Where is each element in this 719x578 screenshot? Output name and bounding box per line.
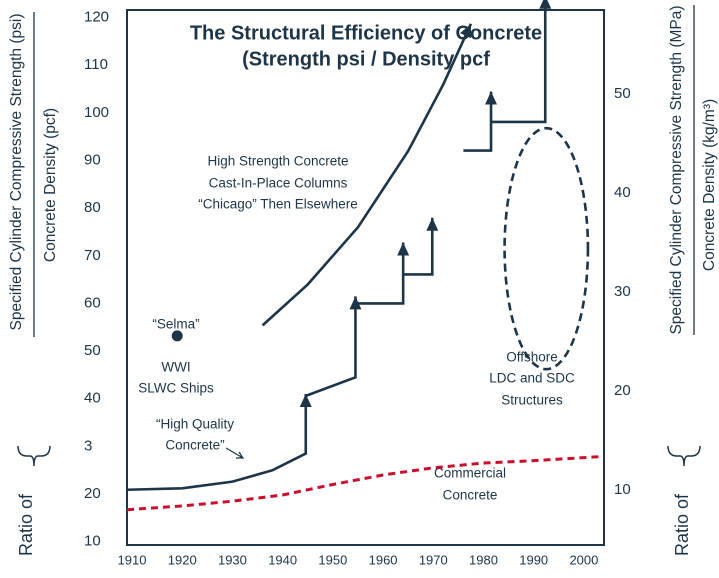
- annotation: “Chicago” Then Elsewhere: [198, 197, 358, 212]
- x-tick-label: 1940: [268, 552, 297, 567]
- x-tick-label: 1960: [369, 552, 398, 567]
- y-tick-label: 110: [84, 56, 108, 73]
- annotation: High Strength Concrete: [207, 154, 348, 169]
- line: [126, 0, 547, 492]
- y-tick-label: 120: [84, 9, 109, 26]
- arrowhead: [397, 242, 410, 256]
- region-ellipse: [503, 126, 590, 371]
- annotation: Concrete”: [165, 438, 224, 453]
- annotation: Commercial: [434, 466, 506, 481]
- y-tick-label: 20: [84, 485, 101, 502]
- line: [261, 23, 473, 327]
- arrowhead: [539, 0, 552, 9]
- chart-title: The Structural Efficiency of Concrete: [190, 22, 542, 44]
- annotation: WWI: [161, 360, 190, 375]
- y2-axis-label: Specified Cylinder Compressive Strength …: [668, 5, 685, 334]
- x-tick-label: 2000: [569, 552, 598, 567]
- arrowhead: [426, 217, 439, 231]
- y-tick-label: 100: [84, 104, 109, 121]
- annotation: “Selma”: [152, 317, 199, 332]
- y2-tick-label: 30: [614, 283, 631, 300]
- arrowhead: [299, 393, 312, 407]
- x-tick-label: 1930: [218, 552, 247, 567]
- x-tick-label: 1970: [419, 552, 448, 567]
- brace: [667, 445, 701, 467]
- y-tick-label: 80: [84, 199, 101, 216]
- x-tick-label: 1920: [168, 552, 197, 567]
- y2-tick-label: 10: [614, 481, 631, 498]
- x-tick-label: 1910: [118, 552, 147, 567]
- arrowhead: [460, 23, 472, 39]
- annotation: “High Quality: [156, 417, 234, 432]
- y2-tick-label: 40: [614, 184, 631, 201]
- annotation-arrow: [225, 447, 245, 459]
- y-tick-label: 40: [84, 390, 101, 407]
- y-axis-label: Concrete Density (pcf): [42, 108, 59, 262]
- brace: [17, 445, 51, 467]
- annotation: Concrete: [443, 488, 498, 503]
- annotation: Offshore: [506, 350, 558, 365]
- annotation: LDC and SDC: [489, 371, 575, 386]
- x-tick-label: 1990: [519, 552, 548, 567]
- x-tick-label: 1950: [318, 552, 347, 567]
- point: [171, 330, 183, 342]
- annotation: SLWC Ships: [138, 381, 214, 396]
- y-tick-label: 50: [84, 342, 101, 359]
- annotation: Cast-In-Place Columns: [209, 176, 348, 191]
- y2-axis-label: Ratio of: [672, 493, 692, 556]
- line: [126, 454, 605, 512]
- chart-title: (Strength psi / Density pcf: [242, 48, 490, 70]
- y-tick-label: 90: [84, 152, 101, 169]
- x-tick-label: 1980: [469, 552, 498, 567]
- y2-tick-label: 50: [614, 85, 631, 102]
- y-tick-label: 3: [84, 437, 92, 454]
- y-axis-label: Specified Cylinder Compressive Strength …: [8, 13, 25, 330]
- annotation: Structures: [501, 393, 563, 408]
- y-tick-label: 10: [84, 533, 101, 550]
- plot-frame: [126, 9, 605, 546]
- y2-axis-label: Concrete Density (kg/m³): [701, 99, 718, 271]
- y-tick-label: 70: [84, 247, 101, 264]
- arrowhead: [485, 91, 498, 105]
- y-tick-label: 60: [84, 294, 101, 311]
- y-axis-label: Ratio of: [16, 493, 36, 556]
- y2-tick-label: 20: [614, 382, 631, 399]
- arrowhead: [349, 296, 362, 310]
